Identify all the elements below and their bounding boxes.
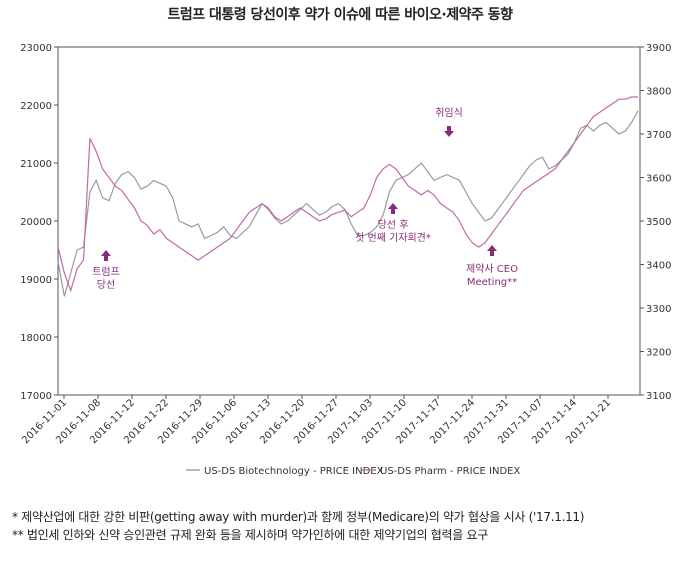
right-tick-label: 3300 (646, 304, 671, 315)
arrow-down-icon (444, 131, 454, 137)
arrow-stem (391, 209, 395, 214)
left-axis: 17000 18000 19000 20000 21000 22000 23000 (20, 43, 58, 402)
arrow-stem (447, 126, 451, 131)
series-biotech-line (57, 110, 639, 297)
footnote-1: * 제약산업에 대한 강한 비판(getting away with murde… (12, 510, 585, 524)
annotation-ceo-meeting: 제약사 CEO Meeting** (466, 245, 518, 288)
legend-label: US-DS Pharm - PRICE INDEX (380, 466, 520, 477)
series-pharm-line (57, 96, 638, 293)
annotation-line: 당선 (97, 279, 115, 291)
left-tick-label: 19000 (20, 275, 52, 286)
arrow-up-icon (388, 203, 398, 209)
left-tick-label: 21000 (20, 159, 52, 170)
right-tick-label: 3700 (646, 130, 671, 141)
annotation-inauguration: 취임식 (435, 106, 463, 137)
line-chart: 17000 18000 19000 20000 21000 22000 23000 3100… (20, 43, 671, 477)
annotation-line: 제약사 CEO (466, 263, 518, 275)
annotation-line: 당선 후 (378, 219, 409, 231)
left-tick-label: 18000 (20, 333, 52, 344)
left-tick-label: 20000 (20, 217, 52, 228)
legend-label: US-DS Biotechnology - PRICE INDEX (204, 466, 384, 477)
annotation-election: 트럼프 당선 (92, 250, 120, 291)
right-tick-label: 3600 (646, 174, 671, 185)
chart-title: 트럼프 대통령 당선이후 약가 이슈에 따른 바이오·제약주 동향 (167, 7, 513, 23)
footnote-2: ** 법인세 인하와 신약 승인관련 규제 완화 등을 제시하며 약가인하에 대… (12, 528, 488, 542)
arrow-stem (104, 256, 108, 261)
right-axis: 3100 3200 3300 3400 3500 3600 3700 3800 3900 (640, 43, 671, 402)
right-tick-label: 3900 (646, 43, 671, 54)
annotation-line: Meeting** (467, 277, 517, 288)
x-axis: 2016-11-012016-11-082016-11-122016-11-22… (20, 395, 613, 446)
right-tick-label: 3800 (646, 87, 671, 98)
right-tick-label: 3400 (646, 261, 671, 272)
arrow-stem (490, 251, 494, 256)
plot-frame (57, 46, 641, 396)
arrow-up-icon (101, 250, 111, 256)
annotation-label: 취임식 (435, 106, 463, 119)
annotation-line: 취임식 (435, 106, 463, 119)
annotation-line: 첫 번째 기자회견* (355, 232, 431, 244)
annotation-label: 제약사 CEO Meeting** (466, 263, 518, 288)
left-tick-label: 17000 (20, 391, 52, 402)
right-tick-label: 3500 (646, 217, 671, 228)
series-layer (57, 96, 639, 297)
right-tick-label: 3200 (646, 348, 671, 359)
annotation-line: 트럼프 (92, 265, 120, 278)
annotation-label: 트럼프 당선 (92, 265, 120, 291)
left-tick-label: 22000 (20, 101, 52, 112)
left-tick-label: 23000 (20, 43, 52, 54)
arrow-up-icon (487, 245, 497, 251)
right-tick-label: 3100 (646, 391, 671, 402)
